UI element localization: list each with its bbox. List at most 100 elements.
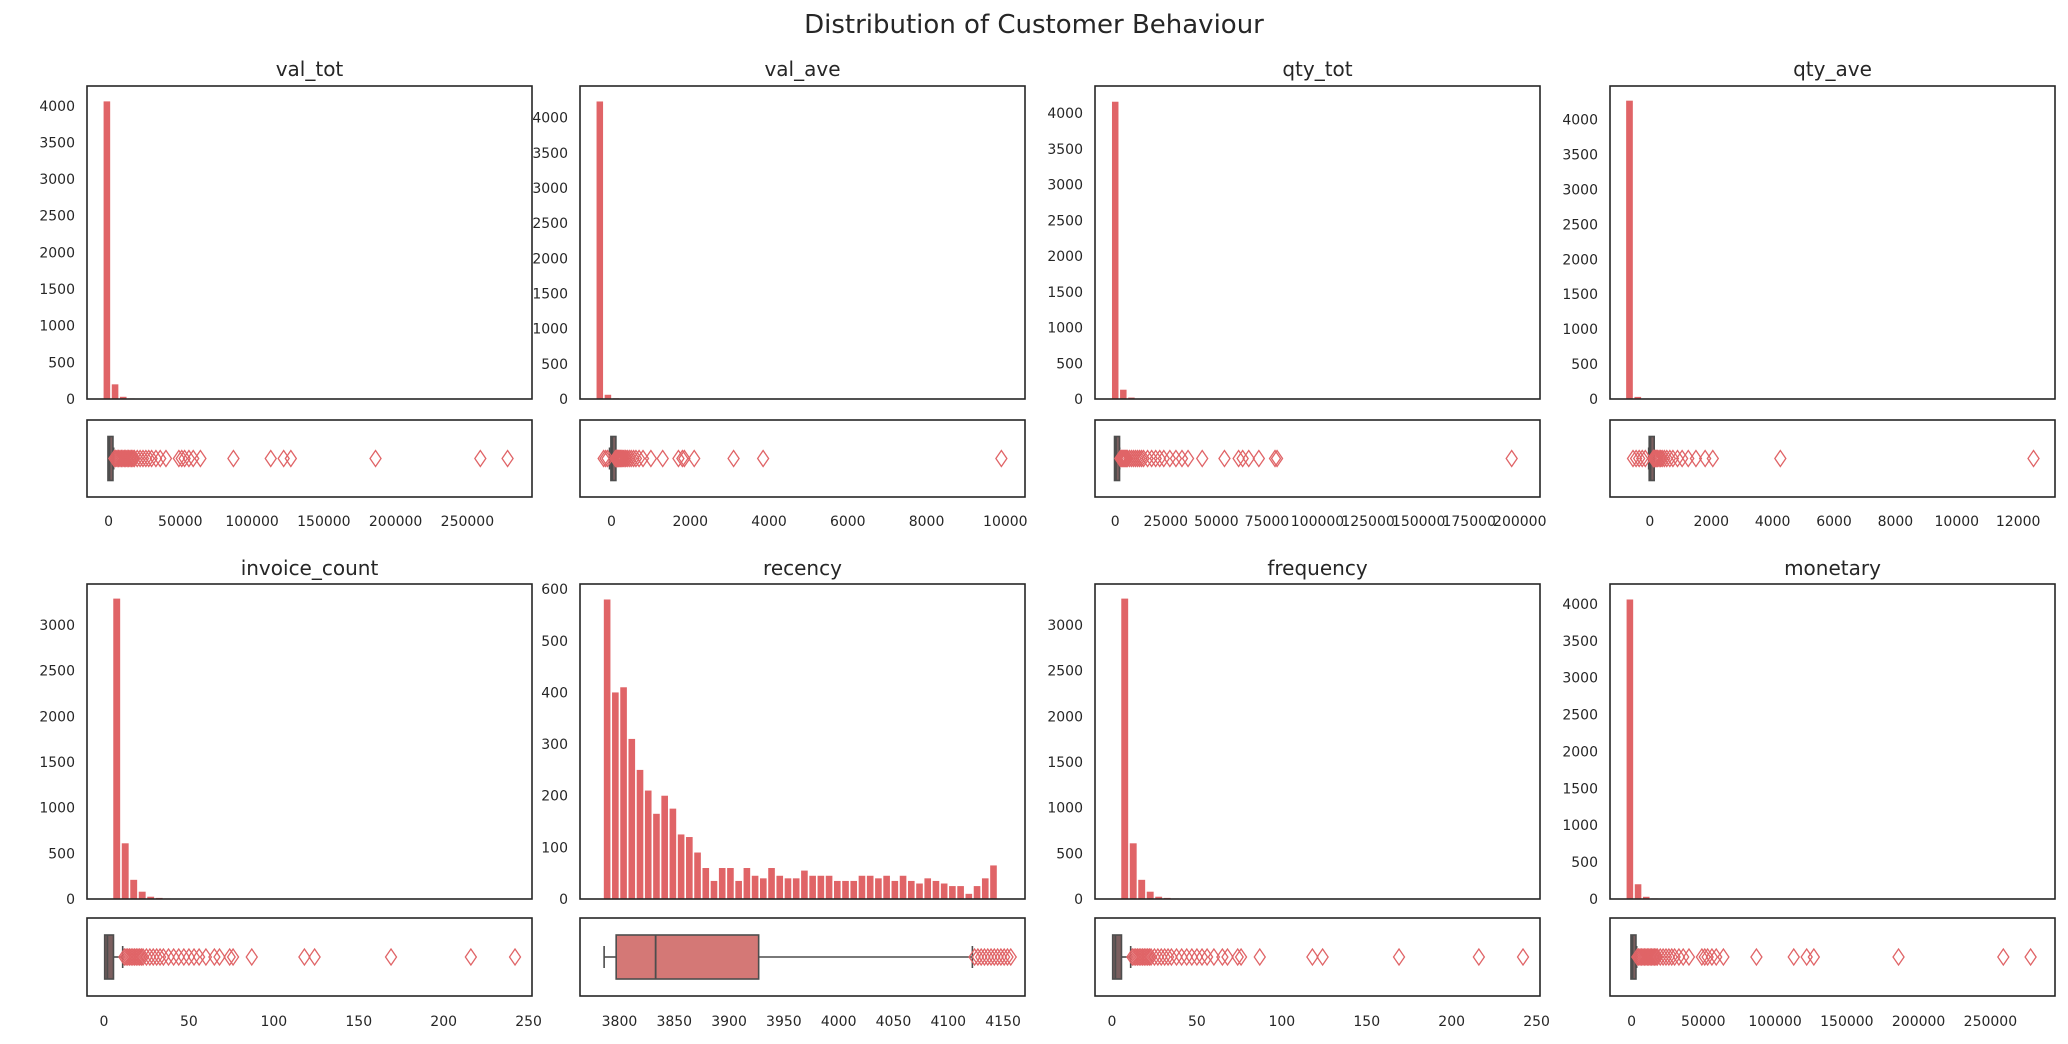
box-flier [199,947,213,967]
box-flier [1169,449,1183,468]
hist-bar [702,868,710,899]
box-flier [1158,947,1171,967]
box-axes-frame [1094,917,1541,997]
x-tick-label: 50000 [1194,514,1239,530]
hist-bar [751,875,759,899]
x-tick-label: 2000 [1693,514,1729,530]
y-tick-label: 500 [48,355,75,371]
hist-bar [825,875,833,899]
x-tick-label: 150000 [1820,1014,1873,1030]
box-flier [1660,449,1674,468]
x-tick-label: 100 [1268,1014,1295,1030]
x-tick-label: 150 [345,1014,372,1030]
x-tick-label: 200 [1438,1014,1465,1030]
hist-bar [604,394,612,399]
hist-bar [710,880,718,899]
hist-bar [916,883,923,899]
box-flier [1135,449,1148,468]
y-tick-label: 0 [66,392,75,408]
box-flier [1505,449,1518,468]
box-flier [672,449,685,468]
x-tick-label: 4000 [821,1014,857,1030]
x-tick-label: 2000 [672,514,708,530]
y-tick-label: 1500 [39,282,75,298]
box-flier [1666,449,1680,468]
y-tick-label: 2000 [39,245,75,261]
box-flier [1662,947,1676,967]
hist-bar [1642,896,1650,899]
x-tick-label: 50000 [1681,1014,1726,1030]
y-tick-label: 1000 [532,322,568,338]
box-flier [384,947,398,967]
box-flier [128,449,141,468]
box-flier [143,947,157,967]
y-tick-label: 500 [1056,846,1083,862]
hist-bar [809,875,816,899]
panel-title: val_ave [764,57,840,81]
box-flier [150,947,163,967]
y-tick-label: 2000 [1562,744,1598,760]
box-flier [1807,947,1821,967]
box-flier [1306,947,1319,967]
y-tick-label: 2500 [1562,708,1598,724]
box-flier [187,947,201,967]
panel-title: recency [763,556,842,580]
hist-bar [628,738,636,899]
box-flier [1705,947,1719,967]
box-flier [1139,947,1153,967]
y-tick-label: 2000 [1047,709,1083,725]
panel-val-ave: val_ave 0 500 1000 1500 2000 2500 3000 3500 4000 0… [532,57,1027,530]
box-flier [644,449,658,468]
hist-bar [842,880,849,899]
box-flier [597,449,610,468]
box-flier [632,449,646,468]
box-flier [226,947,240,967]
box-flier [656,449,669,468]
box-flier [1234,947,1248,967]
box-flier [1671,449,1684,468]
y-tick-label: 500 [1571,357,1598,373]
box-flier [2027,449,2040,468]
box-flier [1153,449,1167,468]
panel-recency: recency 0 100 200 300 400 500 600 3800 3850 3900 39… [541,556,1026,1030]
x-tick-label: 0 [1627,1014,1636,1030]
x-tick-label: 8000 [1878,514,1914,530]
x-tick-label: 50 [180,1014,198,1030]
box-flier [1392,947,1406,967]
hist-axes-frame [579,85,1026,400]
box-flier [474,449,487,468]
x-tick-label: 200000 [1892,1014,1945,1030]
box-flier [1149,449,1162,468]
x-tick-label: 25000 [1144,514,1189,530]
hist-bar [620,687,627,899]
hist-bar [891,880,899,899]
box-flier [177,947,191,967]
hist-bar [735,880,742,899]
hist-bar [932,880,940,899]
box-flier [1654,449,1667,468]
box-flier [133,449,147,468]
box-flier [122,449,135,468]
box-flier [2024,947,2037,967]
hist-bar [103,101,111,400]
hist-axes-frame [579,583,1026,900]
hist-axes-frame [1609,583,2056,900]
hist-bar [727,868,734,899]
hist-bar [1626,100,1633,399]
y-tick-label: 2000 [39,709,75,725]
hist-bar [850,880,858,899]
box-flier [1161,947,1175,967]
y-tick-label: 1500 [1562,781,1598,797]
y-tick-label: 1000 [39,801,75,817]
panel-invoice-count: invoice_count 0 500 1000 1500 2000 2500 3000 0 50… [39,556,542,1030]
x-tick-label: 100000 [1748,1014,1801,1030]
x-tick-label: 200000 [369,514,422,530]
box-flier [139,449,153,468]
x-tick-label: 3850 [656,1014,692,1030]
box-flier [159,449,173,468]
hist-bar [1111,101,1119,399]
panel-title: invoice_count [241,556,379,580]
box-flier [995,449,1008,468]
box-flier [208,947,221,967]
y-tick-label: 3000 [39,618,75,634]
